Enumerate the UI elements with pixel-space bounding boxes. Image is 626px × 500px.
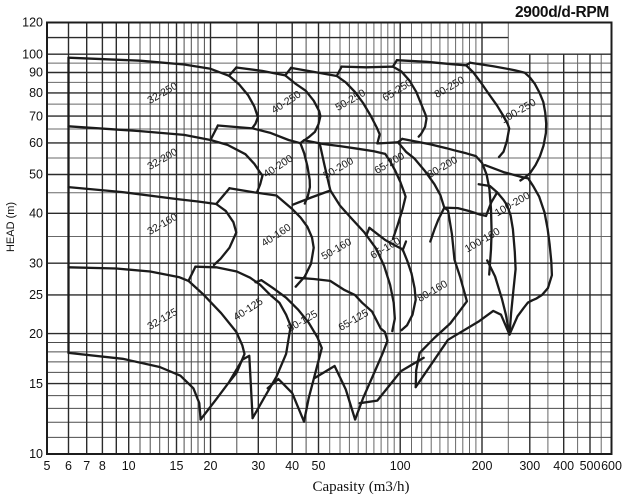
svg-text:25: 25: [29, 288, 43, 302]
svg-text:6: 6: [65, 459, 72, 473]
svg-text:Capasity (m3/h): Capasity (m3/h): [312, 479, 409, 495]
svg-text:70: 70: [29, 109, 43, 123]
svg-text:600: 600: [601, 459, 622, 473]
svg-text:50: 50: [29, 168, 43, 182]
svg-text:400: 400: [553, 459, 574, 473]
svg-text:200: 200: [472, 459, 493, 473]
svg-text:7: 7: [83, 459, 90, 473]
svg-text:15: 15: [170, 459, 184, 473]
svg-text:10: 10: [29, 447, 43, 461]
svg-text:HEAD (m): HEAD (m): [5, 202, 17, 252]
svg-text:50: 50: [312, 459, 326, 473]
svg-text:60: 60: [29, 136, 43, 150]
svg-text:15: 15: [29, 377, 43, 391]
svg-text:5: 5: [44, 459, 51, 473]
svg-text:10: 10: [122, 459, 136, 473]
svg-text:2900d/d-RPM: 2900d/d-RPM: [515, 4, 609, 21]
svg-text:90: 90: [29, 66, 43, 80]
svg-text:20: 20: [204, 459, 218, 473]
svg-text:500: 500: [580, 459, 601, 473]
svg-text:30: 30: [251, 459, 265, 473]
svg-text:100: 100: [22, 47, 43, 61]
svg-text:8: 8: [99, 459, 106, 473]
svg-text:20: 20: [29, 327, 43, 341]
svg-text:80: 80: [29, 86, 43, 100]
svg-text:40: 40: [29, 207, 43, 221]
svg-text:120: 120: [22, 16, 43, 30]
svg-text:300: 300: [519, 459, 540, 473]
svg-text:40: 40: [285, 459, 299, 473]
svg-text:30: 30: [29, 256, 43, 270]
svg-text:100: 100: [390, 459, 411, 473]
